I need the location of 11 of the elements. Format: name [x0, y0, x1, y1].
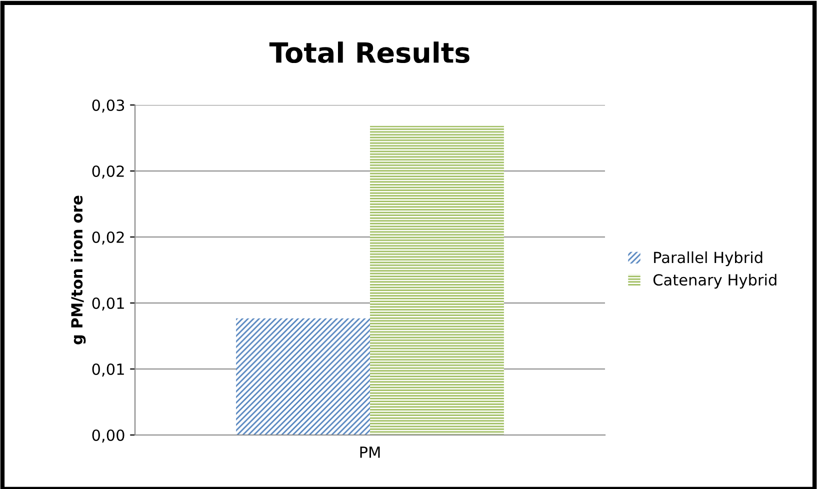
y-tick-label: 0,00	[92, 429, 124, 443]
legend-label: Catenary Hybrid	[653, 274, 776, 289]
y-tick-label: 0,03	[92, 99, 124, 113]
y-tick-label: 0,01	[92, 297, 124, 311]
y-tick-label: 0,02	[92, 231, 124, 245]
y-tick-label: 0,01	[92, 363, 124, 377]
y-axis-title: g PM/ton iron ore	[70, 196, 86, 344]
chart-title: Total Results	[269, 42, 470, 64]
x-tick-label: PM	[360, 446, 380, 458]
legend-label: Parallel Hybrid	[654, 251, 762, 266]
y-tick-label: 0,02	[92, 165, 124, 179]
